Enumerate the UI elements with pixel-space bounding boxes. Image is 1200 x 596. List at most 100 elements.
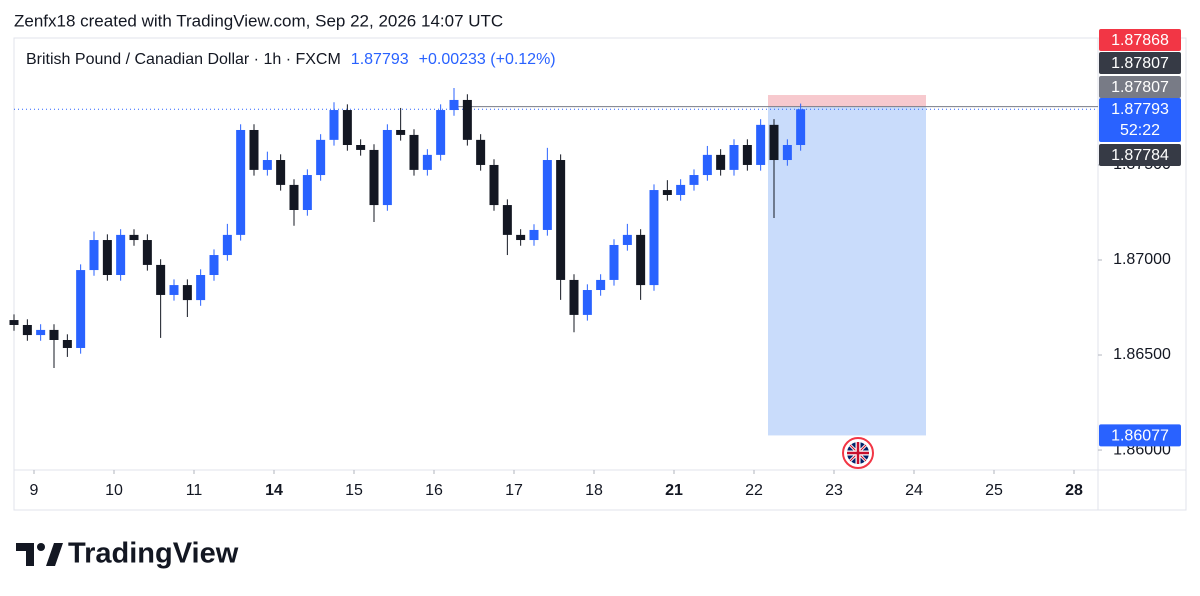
candle-body xyxy=(556,160,566,280)
x-tick-label: 9 xyxy=(30,482,39,499)
price-tag xyxy=(1099,144,1181,166)
x-tick-label: 11 xyxy=(186,482,203,499)
candle-body xyxy=(102,240,112,276)
candle-body xyxy=(436,110,446,155)
candle-body xyxy=(542,160,552,230)
candle-body xyxy=(636,234,646,286)
candle-body xyxy=(396,129,406,135)
candle-body xyxy=(236,129,246,235)
candle-body xyxy=(489,164,499,206)
header: Zenfx18 created with TradingView.com, Se… xyxy=(14,11,503,30)
candle-body xyxy=(196,275,206,301)
event-flag xyxy=(842,437,874,469)
plot xyxy=(9,87,1098,436)
price-tag-label: 1.87784 xyxy=(1111,147,1169,164)
price-tag xyxy=(1099,76,1181,98)
symbol-title: British Pound / Canadian Dollar · 1h · F… xyxy=(26,51,556,68)
x-tick-label: 21 xyxy=(665,482,683,499)
candle-body xyxy=(156,264,166,295)
candle-body xyxy=(729,145,739,170)
price-tag-label: 1.87807 xyxy=(1111,55,1169,72)
y-tick-label: 1.87000 xyxy=(1113,251,1171,268)
candle-body xyxy=(422,154,432,170)
candle-body xyxy=(22,324,32,336)
x-tick-label: 15 xyxy=(345,482,363,499)
change: +0.00233 (+0.12%) xyxy=(419,51,556,68)
stop-zone xyxy=(768,95,926,107)
x-tick-label: 10 xyxy=(105,482,123,499)
candle-body xyxy=(702,154,712,176)
candle-body xyxy=(289,184,299,211)
candle-body xyxy=(769,124,779,161)
candle-body xyxy=(516,234,526,241)
candle-body xyxy=(662,190,672,195)
price-tag-label: 1.87868 xyxy=(1111,32,1169,49)
candle-body xyxy=(716,154,726,170)
candle-body xyxy=(742,145,752,165)
candle-body xyxy=(129,234,139,241)
candle-body xyxy=(569,279,579,315)
candle-body xyxy=(49,329,59,341)
candle-body xyxy=(89,240,99,271)
price-tag xyxy=(1099,52,1181,74)
candle-body xyxy=(76,270,86,348)
price-tag xyxy=(1099,98,1181,142)
price-tag-label: 1.86077 xyxy=(1111,428,1169,445)
candle-body xyxy=(209,255,219,276)
price-tag-label: 1.87807 xyxy=(1111,79,1169,96)
candle-body xyxy=(382,129,392,206)
candle-body xyxy=(249,129,259,170)
candle-body xyxy=(262,160,272,170)
x-tick-label: 28 xyxy=(1065,482,1083,499)
candle-body xyxy=(222,234,232,256)
candle-body xyxy=(596,279,606,291)
x-tick-label: 24 xyxy=(905,482,923,499)
x-tick-label: 23 xyxy=(825,482,843,499)
x-tick-label: 17 xyxy=(505,482,523,499)
candle-body xyxy=(689,175,699,185)
x-tick-label: 18 xyxy=(585,482,603,499)
x-tick-label: 16 xyxy=(425,482,443,499)
candle-body xyxy=(609,244,619,280)
candle-body xyxy=(409,134,419,170)
last-price: 1.87793 xyxy=(351,51,409,68)
y-tick-label: 1.86500 xyxy=(1113,346,1171,363)
candle-body xyxy=(169,285,179,295)
candle-body xyxy=(462,99,472,140)
candle-body xyxy=(676,184,686,195)
candle-body xyxy=(302,175,312,211)
candle-body xyxy=(182,285,192,301)
candle-body xyxy=(529,229,539,241)
candle-body xyxy=(62,340,72,348)
candle-body xyxy=(356,145,366,150)
target-zone xyxy=(768,106,926,436)
price-tag-label: 1.87793 xyxy=(1111,101,1169,118)
countdown: 52:22 xyxy=(1120,122,1160,139)
brand-logo xyxy=(16,543,63,566)
candle-body xyxy=(276,160,286,185)
x-tick-label: 14 xyxy=(265,482,283,499)
candle-body xyxy=(9,320,19,325)
candle-body xyxy=(116,234,126,276)
candle-body xyxy=(142,240,152,265)
candle-body xyxy=(449,99,459,111)
candle-body xyxy=(36,329,46,336)
candle-body xyxy=(329,110,339,140)
candle-body xyxy=(649,190,659,286)
x-tick-label: 25 xyxy=(985,482,1003,499)
candle-body xyxy=(476,139,486,165)
candle-body xyxy=(342,110,352,146)
candle-body xyxy=(756,124,766,165)
candle-body xyxy=(502,205,512,235)
candle-body xyxy=(316,139,326,176)
title: British Pound / Canadian Dollar · 1h · F… xyxy=(26,51,341,68)
chart-frame xyxy=(13,37,1187,511)
brand: TradingView xyxy=(68,538,239,570)
price-tag xyxy=(1099,424,1181,447)
price-tag xyxy=(1099,29,1181,51)
candle-body xyxy=(796,109,806,146)
candle-body xyxy=(782,145,792,161)
candle-body xyxy=(582,290,592,315)
